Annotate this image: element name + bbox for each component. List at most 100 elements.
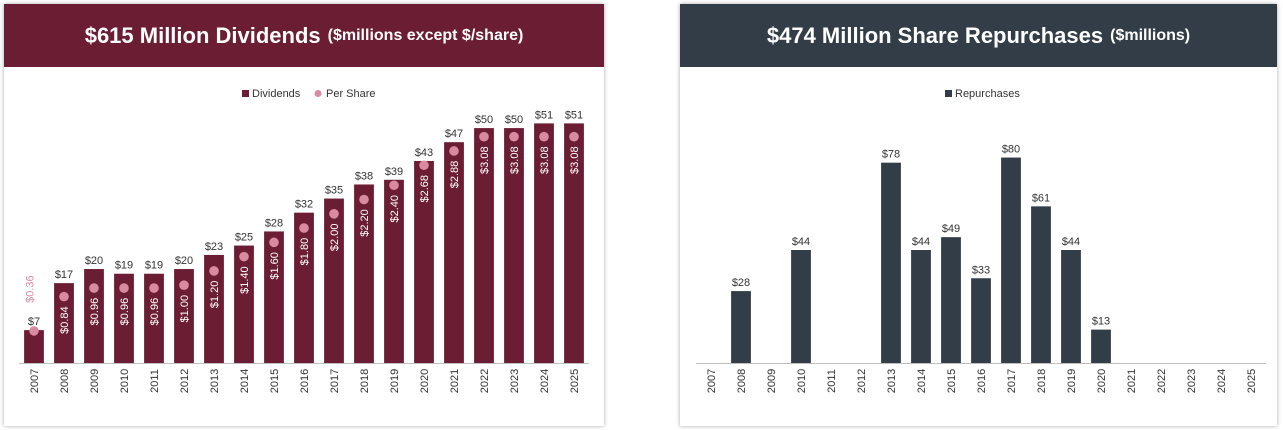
x-tick-label: 2020 bbox=[419, 369, 431, 393]
bar-value-label: $33 bbox=[972, 264, 990, 276]
per-share-dot-2011 bbox=[149, 283, 159, 293]
per-share-value-label: $0.96 bbox=[149, 298, 161, 326]
per-share-value-label: $1.60 bbox=[269, 252, 281, 280]
x-tick-label: 2023 bbox=[1186, 369, 1198, 393]
bar-2024 bbox=[534, 123, 554, 363]
bar-2019 bbox=[384, 179, 404, 363]
bar-value-label: $44 bbox=[912, 236, 930, 248]
bar-2019 bbox=[1061, 250, 1081, 363]
x-tick-label: 2019 bbox=[1066, 369, 1078, 393]
x-tick-label: 2010 bbox=[796, 369, 808, 393]
per-share-value-label: $0.96 bbox=[119, 298, 131, 326]
x-tick-label: 2017 bbox=[329, 369, 341, 393]
dividends-panel: $615 Million Dividends ($millions except… bbox=[4, 4, 604, 426]
x-tick-label: 2013 bbox=[209, 369, 221, 393]
bar-value-label: $44 bbox=[792, 236, 810, 248]
bar-value-label: $13 bbox=[1092, 316, 1110, 328]
per-share-dot-2021 bbox=[449, 146, 459, 156]
x-tick-label: 2013 bbox=[886, 369, 898, 393]
bar-2010 bbox=[791, 250, 811, 363]
bar-2023 bbox=[504, 128, 524, 363]
per-share-value-label: $0.96 bbox=[89, 298, 101, 326]
x-tick-label: 2022 bbox=[1156, 369, 1168, 393]
bar-2015 bbox=[264, 231, 284, 363]
dividends-title-banner: $615 Million Dividends ($millions except… bbox=[4, 4, 604, 67]
bar-value-label: $50 bbox=[505, 114, 523, 126]
dividends-chart: Dividends Per Share 2007 $7 $0.36 2008 $17 $0.8… bbox=[19, 88, 589, 393]
x-tick-label: 2024 bbox=[539, 369, 551, 393]
repurchases-title-banner: $474 Million Share Repurchases ($million… bbox=[680, 4, 1277, 67]
x-tick-label: 2025 bbox=[569, 369, 581, 393]
dividends-subtitle: ($millions except $/share) bbox=[327, 26, 524, 44]
x-tick-label: 2008 bbox=[736, 369, 748, 393]
legend-marker-per-share bbox=[314, 90, 322, 97]
x-tick-label: 2007 bbox=[706, 369, 718, 393]
bar-2017 bbox=[324, 198, 344, 363]
legend-swatch-repurchases bbox=[945, 90, 952, 97]
per-share-value-label: $2.40 bbox=[389, 195, 401, 223]
bar-value-label: $7 bbox=[28, 316, 40, 328]
per-share-dot-2012 bbox=[179, 280, 189, 290]
bar-value-label: $19 bbox=[115, 260, 133, 272]
bar-2008 bbox=[731, 291, 751, 363]
per-share-dot-2022 bbox=[479, 131, 489, 142]
per-share-value-label: $1.80 bbox=[299, 238, 311, 266]
per-share-dot-2008 bbox=[59, 291, 69, 302]
per-share-dot-2017 bbox=[329, 209, 339, 219]
per-share-value-label: $2.88 bbox=[449, 161, 461, 189]
x-tick-label: 2011 bbox=[826, 369, 838, 393]
x-tick-label: 2023 bbox=[509, 369, 521, 393]
bar-2014 bbox=[234, 245, 254, 363]
x-tick-label: 2009 bbox=[89, 369, 101, 393]
legend-label-dividends: Dividends bbox=[252, 88, 301, 100]
x-tick-label: 2020 bbox=[1096, 369, 1108, 393]
bar-2020 bbox=[414, 160, 434, 363]
bar-value-label: $32 bbox=[295, 199, 313, 211]
bar-value-label: $19 bbox=[145, 260, 163, 272]
per-share-value-label: $2.68 bbox=[419, 175, 431, 203]
bar-2013 bbox=[204, 254, 224, 363]
bar-2009 bbox=[84, 269, 104, 363]
bar-value-label: $61 bbox=[1032, 192, 1050, 204]
x-tick-label: 2012 bbox=[856, 369, 868, 393]
per-share-dot-2018 bbox=[359, 194, 369, 205]
bar-value-label: $39 bbox=[385, 166, 403, 178]
x-tick-label: 2016 bbox=[299, 369, 311, 393]
bar-2015 bbox=[941, 237, 961, 363]
bar-2021 bbox=[444, 142, 464, 363]
bar-value-label: $44 bbox=[1062, 236, 1080, 248]
bar-value-label: $47 bbox=[445, 128, 463, 140]
bar-2018 bbox=[1031, 206, 1051, 363]
bar-2020 bbox=[1091, 329, 1111, 363]
per-share-value-label: $1.40 bbox=[239, 266, 251, 294]
bar-2010 bbox=[114, 273, 134, 363]
x-tick-label: 2024 bbox=[1216, 369, 1228, 393]
bar-value-label: $25 bbox=[235, 232, 253, 244]
bar-value-label: $49 bbox=[942, 223, 960, 235]
bar-value-label: $80 bbox=[1002, 144, 1020, 156]
x-tick-label: 2021 bbox=[449, 369, 461, 393]
bar-2018 bbox=[354, 184, 374, 363]
x-tick-label: 2025 bbox=[1246, 369, 1258, 393]
x-tick-label: 2012 bbox=[179, 369, 191, 393]
per-share-value-label: $3.08 bbox=[479, 146, 491, 174]
x-tick-label: 2019 bbox=[389, 369, 401, 393]
bar-2025 bbox=[564, 123, 584, 363]
bar-2012 bbox=[174, 269, 194, 363]
x-tick-label: 2009 bbox=[766, 369, 778, 393]
bar-2016 bbox=[294, 212, 314, 363]
bar-value-label: $78 bbox=[882, 149, 900, 161]
per-share-value-label: $1.00 bbox=[179, 295, 191, 323]
x-tick-label: 2011 bbox=[149, 369, 161, 393]
bar-value-label: $23 bbox=[205, 241, 223, 253]
bar-value-label: $35 bbox=[325, 185, 343, 197]
legend: Dividends Per Share bbox=[242, 88, 376, 100]
dividends-title: $615 Million Dividends bbox=[84, 22, 321, 48]
x-tick-label: 2010 bbox=[119, 369, 131, 393]
bar-value-label: $17 bbox=[55, 269, 73, 281]
x-tick-label: 2021 bbox=[1126, 369, 1138, 393]
per-share-dot-2009 bbox=[89, 283, 99, 293]
repurchases-chart: Repurchases 2007 2008 $28 2009 2010 $44 2011 201… bbox=[696, 88, 1266, 393]
per-share-value-label: $2.00 bbox=[329, 224, 341, 252]
bar-value-label: $51 bbox=[535, 109, 553, 121]
